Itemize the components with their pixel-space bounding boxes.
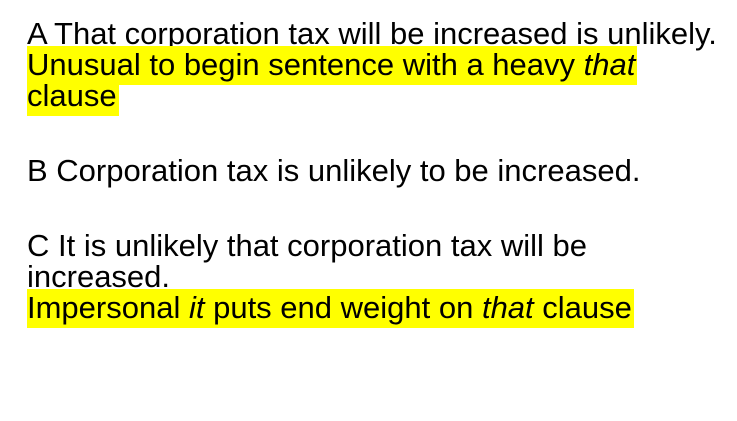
highlight: Impersonal it puts end weight on that cl… (27, 289, 634, 328)
note-text: Unusual to begin sentence with a heavy (27, 47, 584, 82)
note-text: Impersonal (27, 290, 189, 325)
document-page: A That corporation tax will be increased… (27, 16, 727, 328)
example-b: B Corporation tax is unlikely to be incr… (27, 155, 727, 186)
highlight: Unusual to begin sentence with a heavy t… (27, 46, 638, 116)
example-a-sentence: A That corporation tax will be increased… (27, 16, 717, 51)
note-italic-term: it (188, 290, 205, 325)
example-c: C It is unlikely that corporation tax wi… (27, 228, 727, 328)
note-text: clause (533, 290, 632, 325)
spacer (27, 186, 727, 230)
example-a-note: Unusual to begin sentence with a heavy t… (27, 46, 727, 116)
note-text: clause (27, 78, 117, 113)
example-c-sentence: C It is unlikely that corporation tax wi… (27, 228, 587, 294)
spacer (27, 111, 727, 155)
example-a: A That corporation tax will be increased… (27, 16, 727, 116)
example-c-note: Impersonal it puts end weight on that cl… (27, 289, 727, 328)
note-italic-term: that (481, 290, 534, 325)
example-b-sentence: B Corporation tax is unlikely to be incr… (27, 153, 641, 188)
note-italic-term: that (583, 47, 636, 82)
note-text: puts end weight on (204, 290, 482, 325)
